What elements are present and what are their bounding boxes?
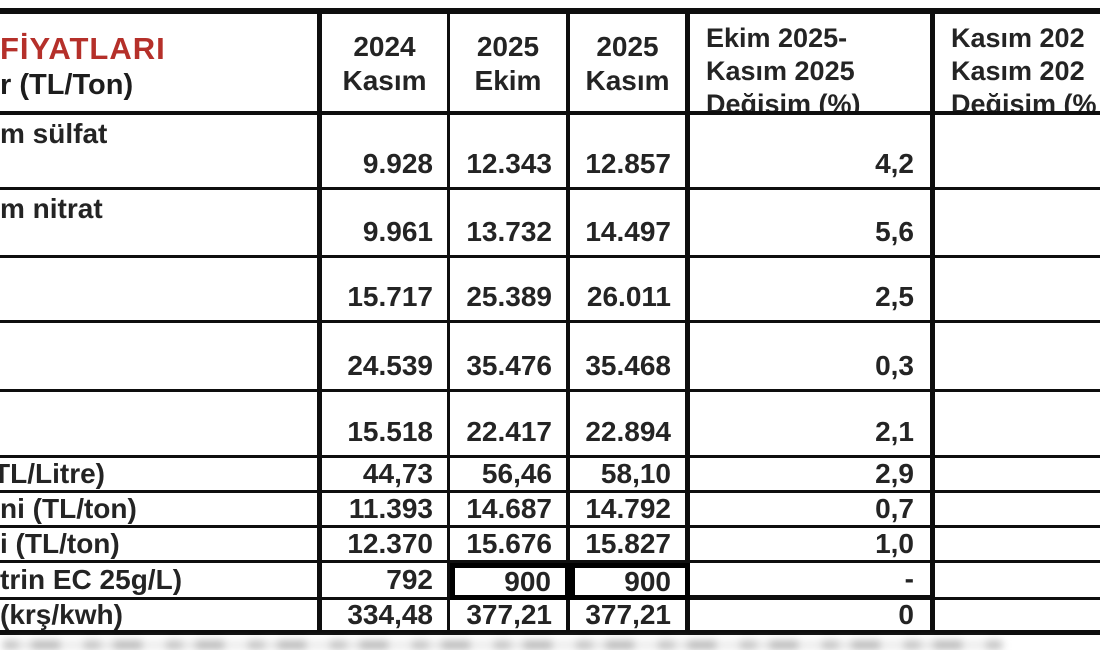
col-header-change-yoy: Kasım 202 Kasım 202 Değişim (%: [935, 14, 1100, 115]
col-header-2025-ekim: 2025 Ekim: [450, 14, 570, 115]
value-change-yoy: [935, 115, 1100, 190]
value-change-yoy: [935, 493, 1100, 528]
value-change: 2,9: [690, 458, 935, 493]
col-header-line: Ekim: [474, 64, 542, 96]
col-header-line: Kasım 202: [951, 23, 1085, 53]
row-label: i (TL/ton): [0, 528, 322, 563]
row-label: m nitrat: [0, 190, 322, 258]
value-change: 0,7: [690, 493, 935, 528]
value-2024-kasim: 44,73: [322, 458, 450, 493]
col-header-line: Kasım: [585, 64, 670, 96]
value-2025-ekim: 25.389: [450, 258, 570, 323]
value-2024-kasim: 792: [322, 563, 450, 600]
value-change: 0,3: [690, 323, 935, 392]
col-header-line: 2025: [476, 30, 540, 62]
row-label-text: TL/Litre): [0, 458, 105, 489]
value-2024-kasim: 12.370: [322, 528, 450, 563]
value-change-yoy: [935, 458, 1100, 493]
table-title-cell: FİYATLARI r (TL/Ton): [0, 14, 322, 115]
value-2025-ekim: 56,46: [450, 458, 570, 493]
row-label: [0, 323, 322, 392]
value-change: 4,2: [690, 115, 935, 190]
col-header-line: Ekim 2025-: [706, 23, 848, 53]
col-header-line: Kasım 202: [951, 56, 1085, 86]
value-change: 2,5: [690, 258, 935, 323]
row-label: trin EC 25g/L): [0, 563, 322, 600]
col-header-2024-kasim: 2024 Kasım: [322, 14, 450, 115]
value-2025-ekim: 22.417: [450, 392, 570, 458]
value-change: 0: [690, 600, 935, 635]
col-header-change-oct-nov: Ekim 2025- Kasım 2025 Değişim (%): [690, 14, 935, 115]
value-2025-kasim: 15.827: [570, 528, 690, 563]
value-2025-ekim: 15.676: [450, 528, 570, 563]
value-2025-kasim: 14.497: [570, 190, 690, 258]
value-2024-kasim: 334,48: [322, 600, 450, 635]
value-2025-kasim: 26.011: [570, 258, 690, 323]
value-2024-kasim: 9.928: [322, 115, 450, 190]
table-title-red: FİYATLARI: [0, 31, 166, 66]
value-2025-ekim: 13.732: [450, 190, 570, 258]
row-label: m sülfat: [0, 115, 322, 190]
value-2025-ekim: 377,21: [450, 600, 570, 635]
value-change-yoy: [935, 323, 1100, 392]
value-2025-kasim: 14.792: [570, 493, 690, 528]
value-change-yoy: [935, 528, 1100, 563]
row-label: TL/Litre): [0, 458, 322, 493]
value-2025-ekim: 14.687: [450, 493, 570, 528]
col-header-line: 2025: [596, 30, 659, 62]
value-2025-ekim: 12.343: [450, 115, 570, 190]
value-change: -: [690, 563, 935, 600]
col-header-line: Değişim (%): [706, 89, 861, 115]
row-label: ni (TL/ton): [0, 493, 322, 528]
value-2025-ekim-selected-cell: 900: [450, 563, 570, 600]
value-2024-kasim: 11.393: [322, 493, 450, 528]
value-2025-kasim: 377,21: [570, 600, 690, 635]
value-2024-kasim: 24.539: [322, 323, 450, 392]
blurred-next-row-strip: [2, 640, 1004, 650]
value-2025-ekim: 35.476: [450, 323, 570, 392]
row-label: (krş/kwh): [0, 600, 322, 635]
value-change: 5,6: [690, 190, 935, 258]
table-title-unit: r (TL/Ton): [0, 69, 134, 101]
value-2024-kasim: 15.717: [322, 258, 450, 323]
col-header-line: Kasım: [342, 64, 427, 96]
value-change-yoy: [935, 258, 1100, 323]
value-2024-kasim: 15.518: [322, 392, 450, 458]
row-label: [0, 258, 322, 323]
col-header-line: 2024: [353, 30, 416, 62]
value-change: 2,1: [690, 392, 935, 458]
col-header-2025-kasim: 2025 Kasım: [570, 14, 690, 115]
price-table: FİYATLARI r (TL/Ton) 2024 Kasım 2025 Eki…: [0, 8, 1100, 635]
value-2025-kasim: 22.894: [570, 392, 690, 458]
value-2025-kasim: 58,10: [570, 458, 690, 493]
col-header-line: Kasım 2025: [706, 56, 855, 86]
row-label: [0, 392, 322, 458]
value-2025-kasim-selected-cell: 900: [570, 563, 690, 600]
value-change-yoy: [935, 600, 1100, 635]
col-header-line: Değişim (%: [951, 89, 1097, 115]
value-change-yoy: [935, 563, 1100, 600]
value-2024-kasim: 9.961: [322, 190, 450, 258]
value-change-yoy: [935, 392, 1100, 458]
value-change: 1,0: [690, 528, 935, 563]
value-2025-kasim: 35.468: [570, 323, 690, 392]
value-2025-kasim: 12.857: [570, 115, 690, 190]
value-change-yoy: [935, 190, 1100, 258]
